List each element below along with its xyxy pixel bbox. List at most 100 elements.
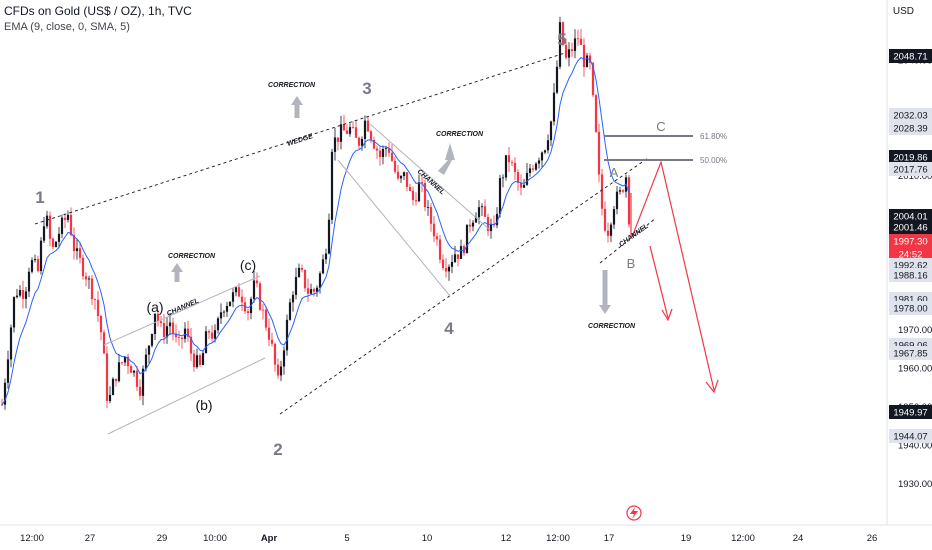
wave-label-2: 2: [273, 440, 282, 459]
candle-body: [384, 148, 388, 150]
candle-body: [552, 92, 556, 122]
candle-body: [15, 295, 19, 298]
time-tick-label: 24: [793, 533, 804, 544]
candle-body: [462, 246, 466, 254]
wedge-lower-line: [279, 157, 649, 415]
price-label-box: [889, 301, 932, 315]
candle-body: [525, 172, 529, 185]
candle-body: [597, 131, 601, 175]
candle-body: [480, 206, 484, 208]
candle-body: [582, 44, 586, 68]
candle-body: [99, 316, 103, 333]
price-tick-label: 2010.00: [898, 171, 932, 182]
time-tick-label: 12:00: [731, 533, 755, 544]
candle-body: [198, 355, 202, 365]
sub-wave-label: (a): [146, 299, 163, 315]
wave-label-a: A: [610, 165, 619, 180]
time-tick-label: 10:00: [203, 533, 227, 544]
candle-body: [231, 292, 235, 302]
candle-body: [321, 259, 325, 274]
candle-body: [153, 313, 157, 335]
time-axis: 12:00 27 29 10:00 Apr 5 10 12 12:00 17 19 12:00 24 26: [0, 524, 932, 544]
wedge-label: WEDGE: [286, 133, 314, 148]
candle-body: [627, 177, 631, 225]
price-label-box: [889, 220, 932, 234]
price-label-text: 1967.85: [893, 349, 927, 360]
candle-body: [120, 362, 124, 364]
candle-body: [183, 328, 187, 339]
candle-body: [561, 22, 565, 45]
candle-body: [618, 190, 622, 192]
fib-level-label: 61.80%: [700, 132, 727, 141]
projection-path: [631, 159, 715, 391]
candle-body: [495, 213, 499, 226]
candle-body: [297, 267, 301, 278]
candle-body: [255, 280, 259, 284]
candle-body: [204, 331, 208, 354]
candle-body: [168, 322, 172, 327]
ema-line: [1, 56, 630, 405]
price-label-box: [889, 108, 932, 122]
candle-body: [81, 257, 85, 277]
candle-body: [108, 394, 112, 401]
price-label-text: 24:52: [899, 250, 923, 261]
candle-body: [522, 184, 526, 188]
candle-body: [564, 44, 568, 58]
candle-body: [453, 254, 457, 263]
candle-body: [510, 162, 514, 164]
candle-body: [549, 121, 553, 141]
candle-body: [540, 152, 544, 161]
candle-body: [615, 191, 619, 210]
candle-body: [390, 152, 394, 161]
candle-body: [9, 327, 13, 360]
price-label: 1978.00: [889, 301, 932, 315]
indicator-legend[interactable]: EMA (9, close, 0, SMA, 5): [4, 21, 130, 33]
price-label-text: 1978.00: [893, 304, 927, 315]
correction-label: CORRECTION: [588, 323, 636, 330]
correction-label: CORRECTION: [168, 253, 216, 260]
candle-body: [87, 278, 91, 280]
candle-body: [420, 182, 424, 183]
candle-body: [228, 301, 232, 306]
candle-body: [534, 163, 538, 170]
candle-body: [477, 207, 481, 218]
correction-label: CORRECTION: [268, 82, 316, 89]
candle-body: [501, 177, 505, 179]
candle-body: [570, 49, 574, 52]
candle-body: [369, 131, 373, 141]
lightning-circle: [626, 505, 642, 521]
candle-body: [591, 62, 595, 96]
candle-body: [141, 368, 145, 396]
candle-body: [465, 224, 469, 254]
wave-label-5: 5: [557, 30, 566, 49]
candle-body: [531, 168, 535, 170]
price-label-box: [889, 247, 932, 261]
candle-body: [207, 331, 211, 333]
candle-body: [426, 207, 430, 208]
candle-body: [399, 175, 403, 179]
price-label: 2019.86: [889, 150, 932, 164]
candle-body: [111, 378, 115, 395]
candle-body: [441, 259, 445, 268]
candle-body: [405, 172, 409, 187]
candle-body: [84, 276, 88, 280]
time-tick-label: 12: [501, 533, 512, 544]
candle-body: [75, 248, 79, 252]
candle-body: [159, 321, 163, 324]
price-label-box: [889, 234, 932, 248]
correction-arrow-icon: [599, 270, 611, 314]
candle-body: [96, 299, 100, 317]
candle-body: [603, 208, 607, 231]
candle-body: [612, 209, 616, 225]
price-label: 1949.97: [889, 405, 932, 419]
currency-label: USD: [892, 6, 914, 17]
candle-body: [423, 182, 427, 208]
candle-body: [447, 266, 451, 272]
price-label-text: 1997.30: [893, 237, 927, 248]
candle-body: [156, 313, 160, 322]
wave-label-b: B: [627, 256, 636, 271]
candle-body: [234, 287, 238, 293]
time-tick-label: 17: [604, 533, 615, 544]
candle-body: [222, 311, 226, 313]
